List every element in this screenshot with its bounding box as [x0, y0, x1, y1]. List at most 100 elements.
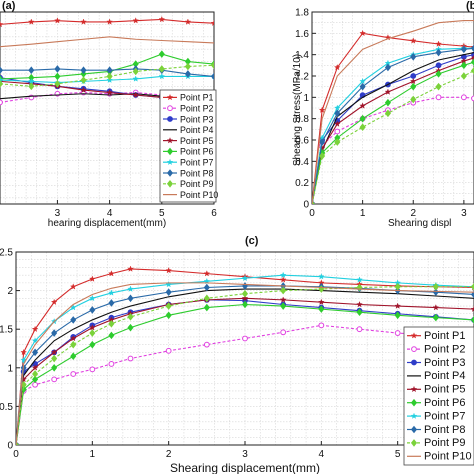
data-point [70, 371, 77, 377]
data-point [108, 289, 115, 296]
data-point [210, 72, 214, 81]
y-tick-label: 0 [7, 441, 13, 452]
legend-label: Point P10 [180, 190, 218, 200]
legend-marker [166, 137, 174, 144]
data-point [127, 285, 134, 292]
data-point [54, 65, 61, 73]
data-point [356, 283, 363, 292]
data-point [158, 65, 165, 73]
legend-label: Point P2 [180, 104, 214, 114]
data-point [356, 326, 363, 333]
panel-label: (b) [466, 0, 474, 12]
data-point [132, 67, 139, 76]
data-point [435, 48, 442, 57]
legend-marker [410, 385, 418, 393]
data-point [165, 347, 172, 354]
x-tick-label: 5 [159, 208, 165, 219]
y-axis-label: Shearing Stress(MPa/10) [292, 54, 303, 166]
data-point [108, 270, 115, 277]
data-point [32, 370, 39, 378]
legend-label: Point P7 [180, 158, 214, 168]
data-point [127, 323, 134, 332]
data-point [31, 325, 39, 332]
legend-marker [410, 398, 418, 407]
data-point [470, 282, 474, 291]
data-point [165, 288, 172, 296]
data-point [203, 270, 211, 277]
legend-label: Point P2 [424, 343, 465, 355]
legend-marker [166, 179, 174, 188]
data-point [69, 283, 77, 290]
data-point [54, 80, 61, 88]
x-tick-label: 1 [90, 449, 96, 460]
data-point [20, 348, 27, 356]
legend-marker [411, 359, 417, 366]
data-point [108, 331, 115, 340]
data-point [203, 303, 210, 312]
series-line-4 [16, 288, 474, 445]
data-point [470, 54, 474, 61]
data-point [470, 44, 474, 53]
data-point [394, 282, 401, 291]
data-point [89, 366, 96, 373]
data-point [32, 375, 39, 384]
y-tick-label: 0.6 [295, 136, 309, 147]
data-point [409, 37, 417, 44]
series-line-10 [312, 19, 474, 204]
data-point [460, 94, 467, 101]
data-point [108, 319, 115, 328]
data-point [80, 76, 87, 84]
x-axis-label: Shearing displacement(mm) [170, 461, 320, 474]
data-point [410, 82, 417, 91]
data-point [0, 66, 4, 75]
data-point [184, 18, 192, 25]
data-point [432, 313, 439, 322]
data-point [460, 45, 467, 54]
legend-marker [167, 116, 173, 122]
data-point [31, 364, 39, 371]
data-point [319, 138, 326, 146]
data-point [435, 62, 442, 69]
data-point [470, 305, 474, 312]
data-point [241, 300, 249, 309]
panel-label: (a) [2, 0, 16, 12]
x-tick-label: 0 [309, 208, 315, 219]
legend-marker [167, 105, 173, 112]
legend-marker [410, 412, 418, 419]
data-point [318, 305, 325, 313]
data-point [80, 66, 87, 75]
y-tick-label: 2.5 [0, 248, 13, 259]
data-point [89, 294, 96, 302]
legend-label: Point P5 [180, 136, 214, 146]
data-point [394, 311, 401, 320]
data-point [334, 120, 341, 127]
x-tick-label: 2 [166, 449, 172, 460]
y-tick-label: 1.5 [0, 325, 13, 336]
x-tick-label: 4 [107, 208, 113, 219]
legend-label: Point P10 [424, 451, 472, 463]
x-tick-label: 3 [55, 208, 61, 219]
data-point [280, 329, 287, 336]
data-point [70, 352, 77, 361]
data-point [203, 283, 210, 292]
data-point [28, 66, 35, 75]
data-point [106, 72, 113, 81]
data-point [279, 296, 287, 303]
data-point [359, 29, 366, 37]
data-point [89, 329, 96, 337]
data-point [435, 70, 442, 78]
x-tick-label: 3 [242, 449, 248, 460]
data-point [89, 340, 96, 349]
x-tick-label: 6 [211, 208, 217, 219]
data-point [319, 152, 326, 160]
data-point [80, 18, 87, 25]
legend-label: Point P6 [180, 147, 214, 157]
legend-marker [166, 147, 174, 156]
data-point [409, 77, 417, 85]
x-tick-label: 5 [395, 449, 401, 460]
y-tick-label: 0 [303, 200, 309, 211]
data-point [70, 340, 77, 349]
legend-label: Point P3 [180, 114, 214, 124]
data-point [89, 275, 96, 282]
